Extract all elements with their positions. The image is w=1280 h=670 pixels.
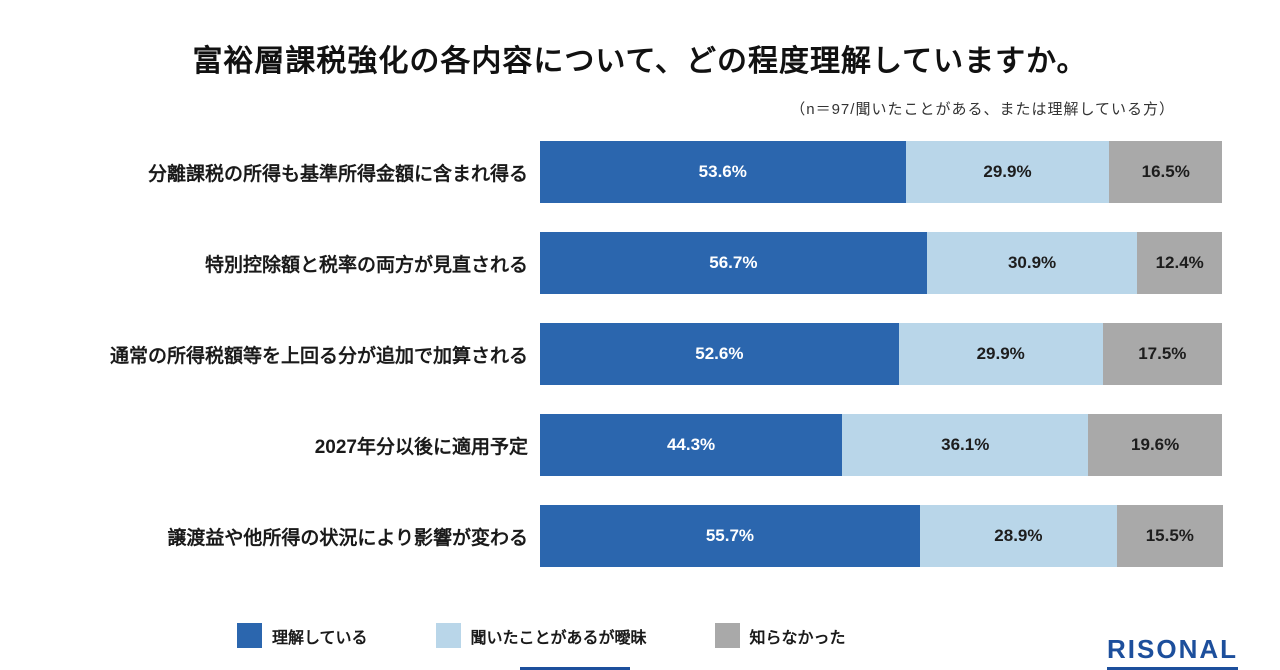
segment-value: 55.7% — [705, 526, 755, 545]
bottom-accent-line — [520, 667, 630, 670]
category-label: 通常の所得税額等を上回る分が追加で加算される — [109, 345, 528, 367]
segment-value: 56.7% — [709, 253, 758, 272]
stacked-bar: 56.7% 30.9% 12.4% — [540, 232, 1222, 294]
legend: 理解している 聞いたことがあるが曖昧 知らなかった — [237, 623, 914, 648]
bar-segment-1: 28.9% — [919, 505, 1117, 567]
stacked-bar-chart: 分離課税の所得も基準所得金額に含まれ得る 53.6% 29.9% 16.5% 特別控除額… — [0, 141, 1280, 567]
chart-rows: 分離課税の所得も基準所得金額に含まれ得る 53.6% 29.9% 16.5% 特別控除額… — [0, 141, 1280, 567]
legend-item-vague: 聞いたことがあるが曖昧 — [435, 623, 647, 648]
legend-item-understand: 理解している — [237, 623, 368, 648]
footer: 理解している 聞いたことがあるが曖昧 知らなかった — [0, 623, 1280, 648]
segment-value: 30.9% — [1007, 253, 1057, 272]
bar-segment-0: 52.6% — [540, 323, 899, 385]
legend-label: 知らなかった — [749, 629, 846, 647]
legend-label: 聞いたことがあるが曖昧 — [470, 629, 647, 647]
chart-row: 特別控除額と税率の両方が見直される 56.7% 30.9% 12.4% — [0, 232, 1280, 294]
bar-segment-2: 17.5% — [1102, 323, 1222, 385]
segment-value: 28.9% — [994, 526, 1043, 545]
bar-segment-1: 29.9% — [905, 141, 1110, 203]
segment-value: 19.6% — [1131, 435, 1180, 454]
stacked-bar: 44.3% 36.1% 19.6% — [540, 414, 1222, 476]
bar-segment-0: 44.3% — [540, 414, 843, 476]
segment-value: 52.6% — [695, 344, 744, 363]
logo-underline — [1107, 667, 1238, 670]
segment-value: 16.5% — [1141, 162, 1190, 181]
segment-value: 53.6% — [698, 162, 747, 181]
bar-segment-1: 30.9% — [926, 232, 1138, 294]
segment-value: 29.9% — [976, 344, 1025, 363]
legend-swatch-vague — [435, 623, 461, 648]
bar-segment-1: 36.1% — [842, 414, 1089, 476]
bar-segment-0: 56.7% — [540, 232, 927, 294]
segment-value: 12.4% — [1155, 253, 1204, 272]
category-label: 2027年分以後に適用予定 — [314, 436, 528, 458]
stacked-bar: 53.6% 29.9% 16.5% — [540, 141, 1222, 203]
category-label: 譲渡益や他所得の状況により影響が変わる — [167, 527, 528, 549]
bar-segment-0: 55.7% — [540, 505, 920, 567]
legend-swatch-understand — [237, 623, 262, 648]
category-label: 特別控除額と税率の両方が見直される — [204, 254, 528, 276]
bar-segment-2: 19.6% — [1088, 414, 1222, 476]
segment-value: 36.1% — [941, 435, 990, 454]
chart-subtitle: （n＝97/聞いたことがある、または理解している方） — [790, 101, 1175, 118]
chart-row: 分離課税の所得も基準所得金額に含まれ得る 53.6% 29.9% 16.5% — [0, 141, 1280, 203]
chart-title: 富裕層課税強化の各内容について、どの程度理解していますか。 — [192, 45, 1088, 78]
chart-row: 通常の所得税額等を上回る分が追加で加算される 52.6% 29.9% 17.5% — [0, 323, 1280, 385]
segment-value: 44.3% — [666, 435, 716, 454]
bar-segment-1: 29.9% — [898, 323, 1103, 385]
bar-segment-2: 12.4% — [1137, 232, 1222, 294]
logo-text: RISONAL — [1107, 634, 1238, 664]
bar-segment-0: 53.6% — [540, 141, 906, 203]
stacked-bar: 52.6% 29.9% 17.5% — [540, 323, 1222, 385]
bar-segment-2: 15.5% — [1116, 505, 1223, 567]
legend-item-unknown: 知らなかった — [714, 623, 846, 648]
segment-value: 17.5% — [1138, 344, 1187, 363]
risonal-logo: RISONAL — [1107, 636, 1238, 670]
legend-swatch-unknown — [714, 623, 740, 648]
category-label: 分離課税の所得も基準所得金額に含まれ得る — [147, 163, 528, 185]
stacked-bar: 55.7% 28.9% 15.5% — [540, 505, 1223, 567]
chart-row: 譲渡益や他所得の状況により影響が変わる 55.7% 28.9% 15.5% — [0, 505, 1280, 567]
chart-row: 2027年分以後に適用予定 44.3% 36.1% 19.6% — [0, 414, 1280, 476]
legend-label: 理解している — [272, 629, 368, 647]
segment-value: 29.9% — [983, 162, 1032, 181]
segment-value: 15.5% — [1145, 526, 1194, 545]
bar-segment-2: 16.5% — [1109, 141, 1222, 203]
